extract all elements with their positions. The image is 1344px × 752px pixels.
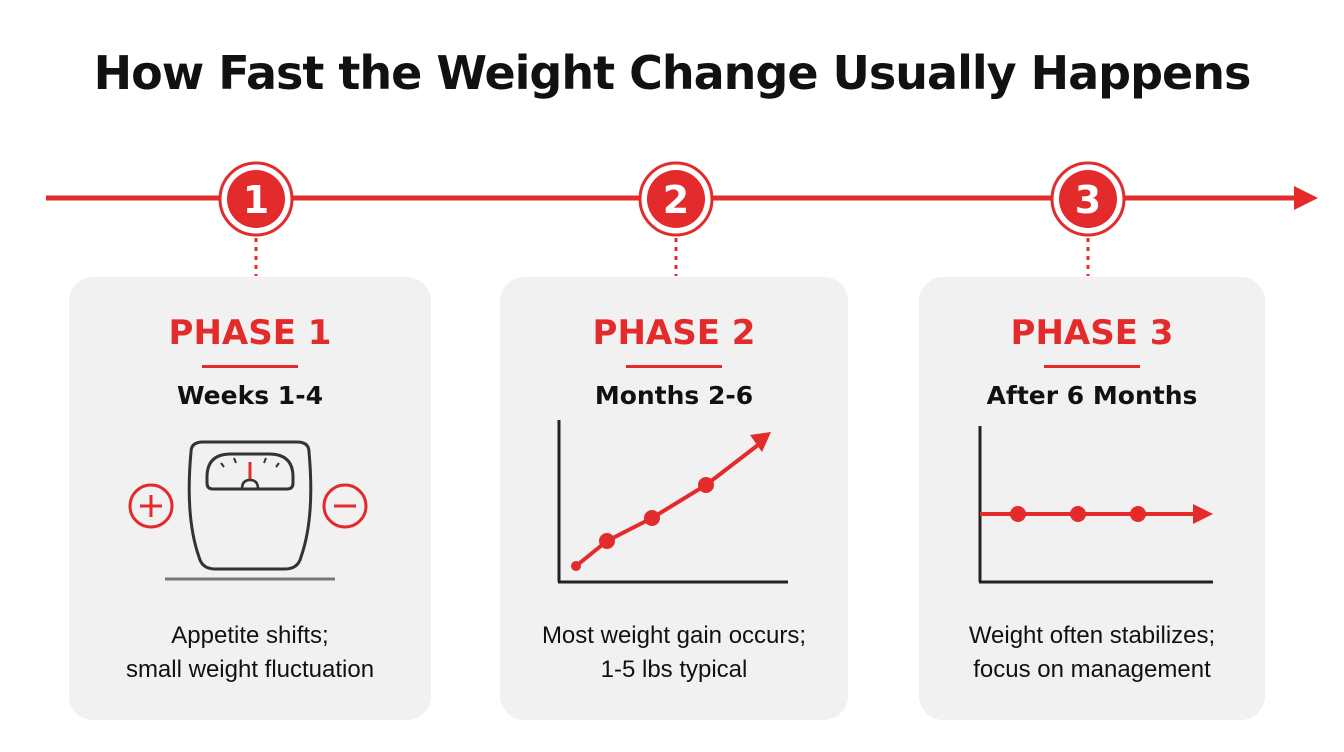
scale-icon <box>165 440 335 581</box>
flat-line-chart-icon <box>978 426 1213 584</box>
description-line: Appetite shifts; <box>171 622 329 649</box>
phase-illustration <box>557 420 788 584</box>
phase-card-1: PHASE 1 Weeks 1-4 Appetite shifts; small… <box>69 277 431 720</box>
phase-label: PHASE 3 <box>1010 313 1174 353</box>
description-line: 1-5 lbs typical <box>600 656 748 683</box>
timeline-marker-number: 1 <box>243 178 269 222</box>
phase-description: Appetite shifts; small weight fluctuatio… <box>69 619 431 687</box>
plus-icon <box>128 483 174 529</box>
description-line: Most weight gain occurs; <box>541 622 807 649</box>
minus-icon <box>322 483 368 529</box>
phase-label: PHASE 1 <box>168 313 332 353</box>
description-line: Weight often stabilizes; <box>968 622 1216 649</box>
phase-illustration <box>978 426 1213 584</box>
description-line: focus on management <box>973 656 1211 683</box>
rising-line-chart-icon <box>557 420 788 584</box>
timeline-marker-number: 2 <box>663 178 689 222</box>
phase-illustration <box>128 440 368 581</box>
phase-description: Most weight gain occurs; 1-5 lbs typical <box>500 619 848 687</box>
phase-period: After 6 Months <box>986 381 1198 410</box>
timeline-arrow-icon <box>1294 186 1318 210</box>
phase-underline <box>1044 365 1140 368</box>
timeline-marker-1: 1 <box>218 161 294 276</box>
phase-period: Months 2-6 <box>594 381 754 410</box>
timeline-marker-2: 2 <box>638 161 714 276</box>
phase-label: PHASE 2 <box>592 313 756 353</box>
phase-description: Weight often stabilizes; focus on manage… <box>919 619 1265 687</box>
phase-underline <box>626 365 722 368</box>
timeline-marker-3: 3 <box>1050 161 1126 276</box>
phase-underline <box>202 365 298 368</box>
phase-card-2: PHASE 2 Months 2-6 Most weight gain occu… <box>500 277 848 720</box>
description-line: small weight fluctuation <box>125 656 375 683</box>
phase-period: Weeks 1-4 <box>177 381 323 410</box>
timeline: 1 2 3 <box>46 161 1318 276</box>
phase-card-3: PHASE 3 After 6 Months Weight often stab… <box>919 277 1265 720</box>
timeline-marker-number: 3 <box>1075 178 1101 222</box>
page-title: How Fast the Weight Change Usually Happe… <box>93 46 1252 100</box>
